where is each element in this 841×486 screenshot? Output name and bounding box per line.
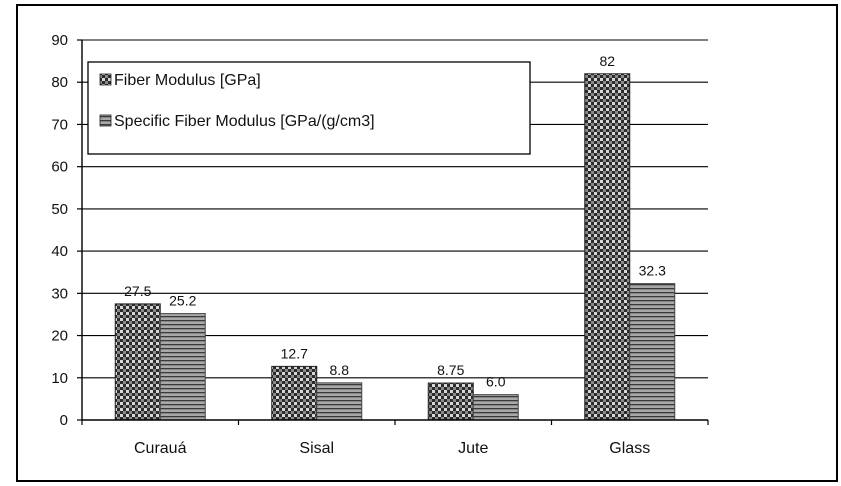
y-tick-label: 20 <box>51 328 68 345</box>
data-label: 6.0 <box>486 374 506 390</box>
y-tick-label: 70 <box>51 116 68 133</box>
bars <box>114 73 676 421</box>
y-tick-label: 0 <box>60 412 68 429</box>
data-label: 8.8 <box>330 362 350 378</box>
x-tick-label: Curauá <box>134 440 187 457</box>
legend-entry: Specific Fiber Modulus [GPa/(g/cm3] <box>114 113 375 130</box>
bar <box>271 365 318 421</box>
data-label: 25.2 <box>169 293 196 309</box>
x-tick-label: Glass <box>609 440 650 457</box>
legend-box <box>87 61 531 155</box>
y-axis-ticks: 0 10 20 30 40 50 60 70 80 90 <box>51 32 82 429</box>
x-tick-label: Sisal <box>299 440 334 457</box>
x-axis-labels: Curauá Sisal Jute Glass <box>81 420 709 457</box>
y-tick-label: 90 <box>51 32 68 49</box>
data-label: 8.75 <box>437 362 464 378</box>
bar <box>427 382 474 421</box>
legend-swatch <box>99 73 112 86</box>
bar <box>629 283 676 421</box>
x-tick-label: Jute <box>458 440 488 457</box>
legend-entry: Fiber Modulus [GPa] <box>114 72 261 89</box>
value-labels: 27.5 25.2 12.7 8.8 8.75 6.0 82 32.3 <box>124 53 666 390</box>
data-label: 82 <box>599 53 615 69</box>
bar <box>584 73 631 421</box>
y-tick-label: 10 <box>51 370 68 387</box>
bar <box>472 394 519 421</box>
axes <box>81 40 708 421</box>
legend-swatch <box>99 114 112 127</box>
data-label: 27.5 <box>124 283 151 299</box>
bar <box>316 382 363 421</box>
y-tick-label: 30 <box>51 285 68 302</box>
bar <box>159 313 206 421</box>
y-tick-label: 40 <box>51 243 68 260</box>
y-tick-label: 50 <box>51 201 68 218</box>
bar <box>114 303 161 421</box>
data-label: 12.7 <box>281 345 308 361</box>
data-label: 32.3 <box>639 263 666 279</box>
y-tick-label: 80 <box>51 74 68 91</box>
legend: Fiber Modulus [GPa] Specific Fiber Modulu… <box>87 61 531 155</box>
y-tick-label: 60 <box>51 159 68 176</box>
